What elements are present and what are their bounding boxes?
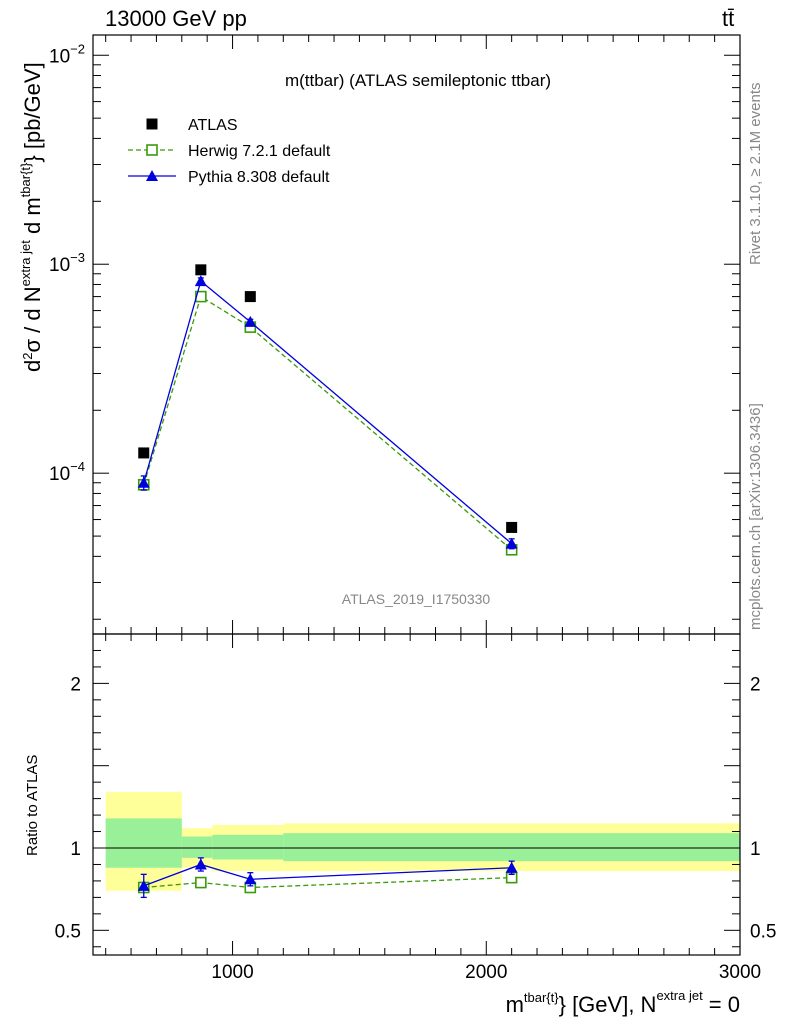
main-panel: m(ttbar) (ATLAS semileptonic ttbar) ATLA… — [18, 34, 741, 955]
uncertainty-band-inner — [181, 836, 213, 858]
ratio-y-tick-label-right: 1 — [750, 839, 761, 860]
y-tick-label: 10−4 — [49, 459, 85, 485]
x-tick-label: 2000 — [465, 962, 507, 983]
data-point — [138, 447, 150, 459]
ratio-y-tick-label-right: 0.5 — [750, 921, 776, 942]
ratio-y-tick-label-right: 2 — [750, 674, 761, 695]
series-line — [143, 876, 512, 889]
legend: ATLAS Herwig 7.2.1 default Pythia 8.308 de… — [128, 117, 331, 186]
legend-marker — [146, 170, 158, 181]
chart-title: m(ttbar) (ATLAS semileptonic ttbar) — [285, 71, 551, 90]
x-tick-label: 3000 — [719, 962, 761, 983]
x-tick-label: 1000 — [211, 962, 253, 983]
data-point — [244, 873, 257, 885]
uncertainty-band-inner — [212, 834, 284, 860]
uncertainty-band-inner — [283, 833, 740, 862]
data-point — [195, 876, 207, 889]
ratio-panel: Ratio to ATLAS mtbar{t}} [GeV], Nextra j… — [24, 633, 776, 1017]
series-line — [143, 295, 513, 551]
header-process-label: tt̄ — [722, 6, 734, 31]
series-line — [143, 863, 512, 887]
ratio-y-tick-label: 2 — [70, 674, 81, 695]
uncertainty-band-inner — [105, 818, 182, 868]
data-point — [137, 476, 150, 488]
y-tick-label: 10−3 — [49, 250, 85, 276]
data-point — [194, 858, 207, 870]
y-tick-label: 10−2 — [49, 41, 85, 67]
legend-marker — [146, 144, 158, 156]
data-point — [244, 291, 256, 303]
data-point — [505, 861, 518, 873]
data-point — [194, 275, 207, 287]
mcplots-side-label: mcplots.cern.ch [arXiv:1306.3436] — [747, 403, 764, 630]
data-point — [137, 879, 150, 891]
header-energy-label: 13000 GeV pp — [105, 6, 247, 31]
ratio-y-axis-label: Ratio to ATLAS — [24, 755, 41, 856]
ratio-plot-frame — [92, 633, 741, 956]
series-line — [143, 279, 513, 545]
data-point — [505, 537, 518, 549]
legend-label: Herwig 7.2.1 default — [188, 143, 331, 160]
legend-marker — [146, 118, 158, 130]
rivet-side-label: Rivet 3.1.10, ≥ 2.1M events — [747, 83, 764, 266]
main-y-axis-label: d2σ / d Nextra jet d mtbar{t}} [pb/GeV] — [18, 62, 45, 372]
x-axis-label: mtbar{t}} [GeV], Nextra jet = 0 — [506, 988, 740, 1017]
data-point — [195, 264, 207, 276]
legend-label: Pythia 8.308 default — [188, 169, 330, 186]
data-point — [244, 315, 257, 327]
data-point — [506, 521, 518, 533]
ratio-y-tick-label: 1 — [70, 839, 81, 860]
analysis-watermark: ATLAS_2019_I1750330 — [342, 591, 491, 607]
legend-label: ATLAS — [188, 117, 238, 134]
ratio-y-tick-label: 0.5 — [55, 921, 81, 942]
